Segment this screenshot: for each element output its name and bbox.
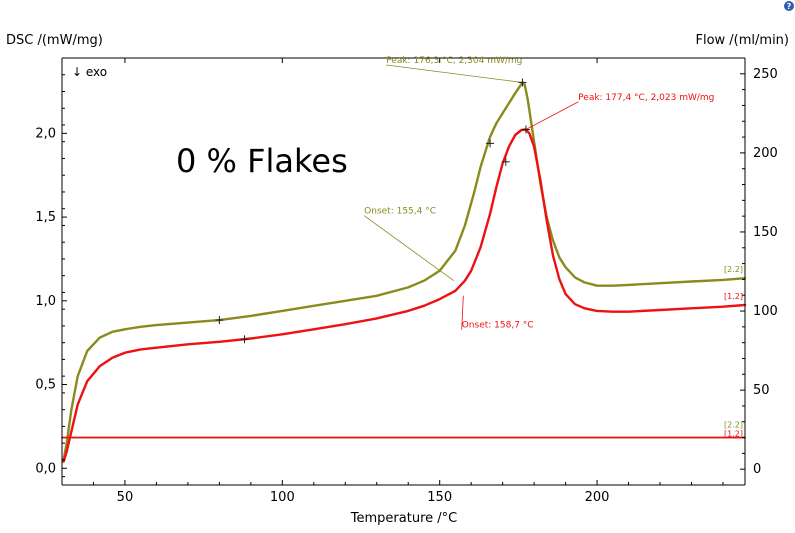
- annotation-leader-layer: [363, 64, 579, 330]
- y-right-tick-label-4: 200: [753, 146, 778, 161]
- annotation-leader-2: [363, 215, 455, 282]
- annotation-label-2: Onset: 155,4 °C: [364, 207, 436, 217]
- series-tag-0: [2.2]: [724, 265, 743, 274]
- annotation-label-0: Peak: 176,3 °C, 2,304 mW/mg: [386, 56, 522, 66]
- trace-layer: [61, 81, 747, 463]
- y-right-tick-label-2: 100: [753, 304, 778, 319]
- y-left-tick-layer: 0,0 0,5 1,0 1,5 2,0: [35, 74, 67, 478]
- x-tick-label-2: 150: [427, 490, 452, 505]
- y-right-tick-layer: 0 50 100 150 200 250: [740, 67, 778, 477]
- y-left-tick-label-4: 2,0: [35, 126, 56, 141]
- x-tick-label-1: 100: [270, 490, 295, 505]
- y-left-tick-label-0: 0,0: [35, 461, 56, 476]
- marker-0: [215, 316, 224, 325]
- axes: [61, 57, 746, 486]
- exo-direction-label: ↓ exo: [72, 65, 107, 79]
- svg-text:?: ?: [787, 2, 792, 11]
- series-tag-3: [1.2]: [724, 430, 743, 439]
- marker-5: [521, 125, 530, 134]
- y-right-tick-label-0: 0: [753, 462, 761, 477]
- annotation-leader-1: [525, 101, 579, 130]
- series-tag-layer: [2.2][1.2][2.2][1.2]: [724, 265, 743, 438]
- annotation-leader-0: [386, 64, 523, 83]
- y-left-axis-label: DSC /(mW/mg): [6, 33, 103, 48]
- marker-2: [518, 78, 527, 87]
- x-tick-label-3: 200: [585, 490, 610, 505]
- y-left-tick-label-2: 1,0: [35, 294, 56, 309]
- marker-layer: [215, 78, 530, 344]
- annotation-leader-3: [461, 295, 464, 330]
- y-left-tick-label-1: 0,5: [35, 378, 56, 393]
- x-tick-layer: 50 100 150 200: [92, 58, 724, 505]
- x-axis-label: Temperature /°C: [350, 511, 457, 526]
- annotation-label-1: Peak: 177,4 °C, 2,023 mW/mg: [578, 93, 714, 103]
- chart-overlay-title: 0 % Flakes: [176, 142, 348, 180]
- annotation-label-3: Onset: 158,7 °C: [462, 321, 534, 331]
- annotation-text-layer: Peak: 176,3 °C, 2,304 mW/mg Peak: 177,4 °…: [364, 56, 714, 331]
- marker-4: [501, 157, 510, 166]
- series-line-0: [62, 81, 747, 462]
- y-right-tick-label-5: 250: [753, 67, 778, 82]
- x-tick-label-0: 50: [117, 490, 134, 505]
- series-tag-2: [2.2]: [724, 421, 743, 430]
- y-left-tick-label-3: 1,5: [35, 210, 56, 225]
- y-right-tick-label-3: 150: [753, 225, 778, 240]
- series-line-1: [62, 128, 747, 463]
- y-right-axis-label: Flow /(ml/min): [695, 33, 789, 48]
- marker-1: [486, 139, 495, 148]
- plot-area: [62, 58, 745, 485]
- series-tag-1: [1.2]: [724, 292, 743, 301]
- y-right-tick-label-1: 50: [753, 383, 770, 398]
- marker-3: [240, 335, 249, 344]
- help-icon[interactable]: ?: [784, 1, 794, 11]
